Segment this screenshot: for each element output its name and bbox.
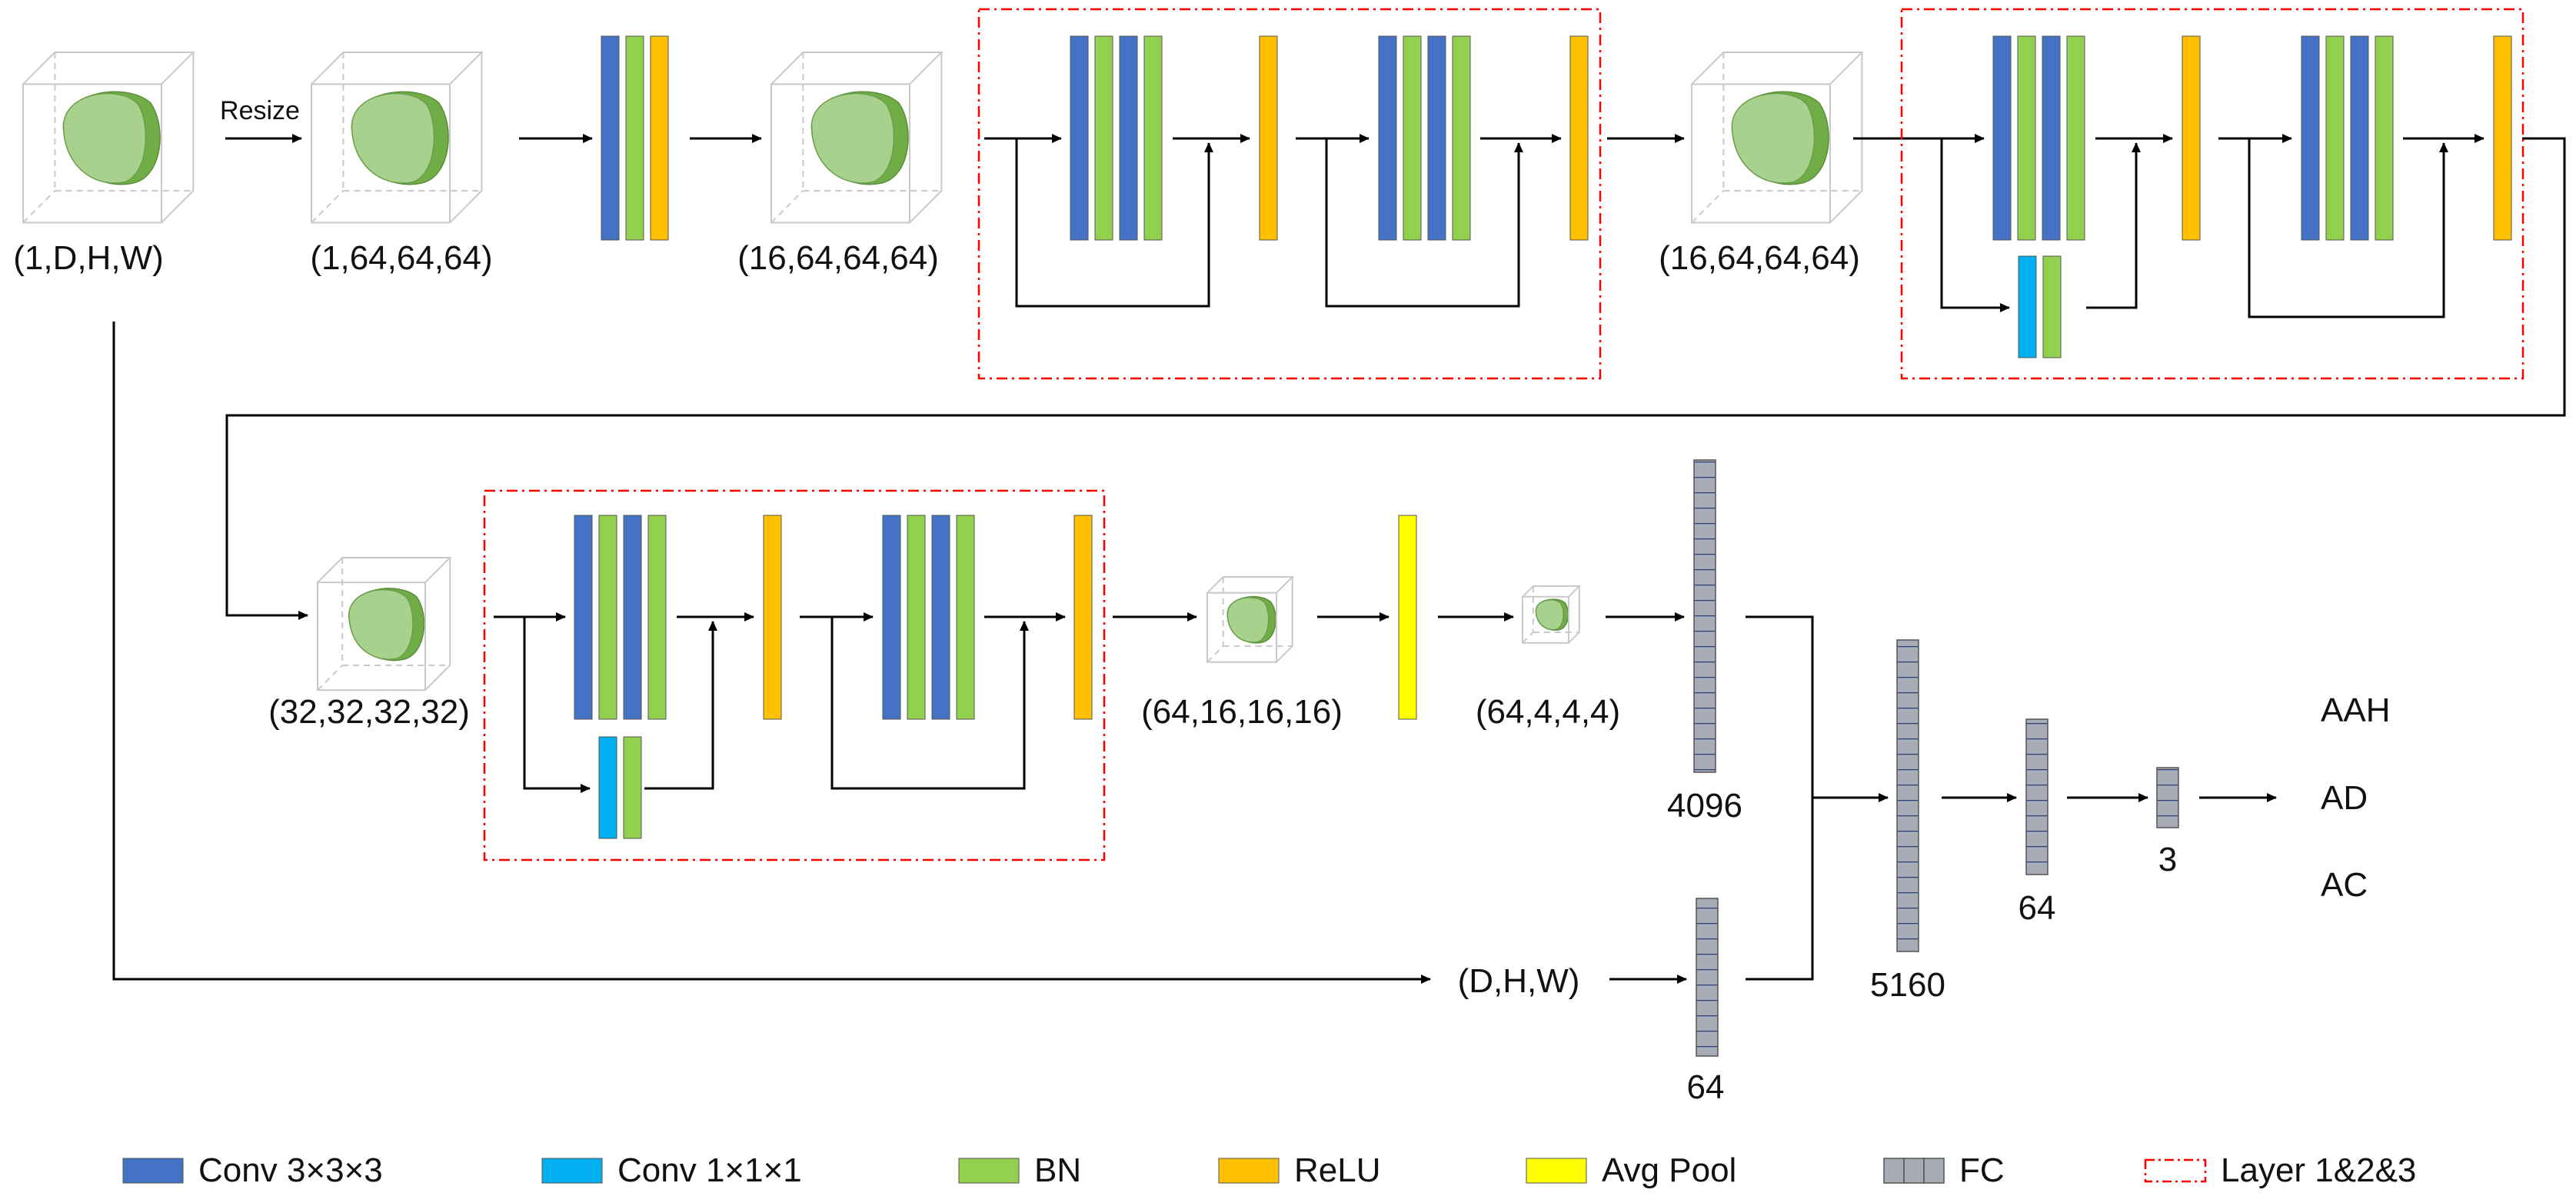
layer1-b-bn-1 [1403,35,1422,241]
legend-swatch-conv1 [541,1158,603,1184]
layer2-a-bn-3 [2066,35,2085,241]
fc-concat-size-label: 5160 [1870,966,1945,1004]
layer3-a-conv3x3x3-0 [574,515,593,720]
legend-swatch-avgpool [1526,1158,1587,1184]
fc-dims-size-label: 64 [1687,1068,1725,1106]
skip-layer2-a-conv1 [1940,138,2010,312]
layer3-output-shape-label: (64,16,16,16) [1141,693,1343,731]
layer1-b-relu [1569,35,1589,241]
layer2-shortcut-conv1x1x1-0 [2018,255,2037,358]
legend-item-conv3-label: Conv 3×3×3 [198,1151,383,1189]
layer3-shortcut-conv1x1x1-0 [598,736,617,839]
legend-swatch-fc-0 [1883,1158,1905,1184]
layer3-b-relu [1073,515,1093,720]
stem-bn-1 [625,35,644,241]
fc-output-3 [2156,767,2179,828]
fc-flatten-size-label: 4096 [1667,787,1742,825]
layer1-output-shape-label: (16,64,64,64) [1659,239,1860,277]
fc-hidden-64 [2025,718,2048,875]
layer1-a-bn-1 [1094,35,1113,241]
layer3-output-cube [1206,576,1295,663]
legend-swatch-fc-2 [1923,1158,1945,1184]
input-shape-label: (1,D,H,W) [13,239,164,277]
input-volume-cube [22,52,195,224]
legend-swatch-conv3 [122,1158,184,1184]
layer3-b-conv3x3x3-0 [882,515,901,720]
layer2-a-conv3x3x3-2 [2042,35,2061,241]
layer1-b-conv3x3x3-2 [1427,35,1446,241]
layer2-box [1900,8,2524,380]
layer3-b-bn-1 [907,515,926,720]
output-class-ac: AC [2321,866,2368,904]
layer3-box [483,489,1106,861]
legend-item-conv1-label: Conv 1×1×1 [617,1151,802,1189]
layer1-box [977,8,1602,380]
skip-layer2-a-out [2086,142,2141,309]
legend-item-layer_box-label: Layer 1&2&3 [2221,1151,2416,1189]
skip-layer1-a [1015,138,1213,308]
layer2-shortcut-bn-1 [2042,255,2062,358]
stem-conv3x3x3-0 [601,35,620,241]
layer2-b-conv3x3x3-0 [2301,35,2320,241]
stem-output-cube [770,52,944,224]
resize-label: Resize [220,96,300,125]
layer1-b-conv3x3x3-0 [1378,35,1397,241]
skip-layer3-a-out [644,621,717,790]
layer3-a-bn-1 [598,515,617,720]
dims-label: (D,H,W) [1458,962,1580,1000]
layer3-a-conv3x3x3-2 [623,515,642,720]
output-class-ad: AD [2321,779,2368,817]
layer2-b-bn-1 [2325,35,2345,241]
layer3-shortcut-bn-1 [623,736,642,839]
pool-output-cube [1522,585,1582,644]
stem-output-shape-label: (16,64,64,64) [737,239,939,277]
layer3-a-relu [763,515,782,720]
legend-swatch-fc-1 [1903,1158,1925,1184]
fc-concat-5160 [1896,639,1919,952]
layer2-a-bn-1 [2017,35,2036,241]
arrow-input-dims [112,322,1431,984]
legend-swatch-relu [1218,1158,1280,1184]
layer1-a-conv3x3x3-0 [1070,35,1089,241]
legend-swatch-layer-box [2144,1158,2207,1183]
resized-shape-label: (1,64,64,64) [310,239,492,277]
legend-item-relu-label: ReLU [1294,1151,1381,1189]
fc-dims-64 [1696,898,1719,1057]
layer1-b-bn-3 [1452,35,1471,241]
skip-layer2-b [2248,138,2448,318]
stem-relu-2 [650,35,669,241]
layer2-a-relu [2182,35,2201,241]
layer2-b-relu [2493,35,2512,241]
merge-fc-lines [1746,615,1814,981]
fc-hidden-size-label: 64 [2019,889,2056,927]
layer3-b-bn-3 [956,515,975,720]
legend-swatch-bn [958,1158,1020,1184]
skip-layer3-b [830,617,1029,790]
pool-output-shape-label: (64,4,4,4) [1476,693,1620,731]
layer3-b-conv3x3x3-2 [931,515,950,720]
resized-volume-cube [311,52,484,224]
legend-item-bn-label: BN [1034,1151,1081,1189]
layer3-a-bn-3 [647,515,667,720]
layer1-a-bn-3 [1143,35,1163,241]
layer1-a-relu [1259,35,1278,241]
layer2-output-cube [317,557,452,691]
layer2-output-shape-label: (32,32,32,32) [268,693,470,731]
fc-output-size-label: 3 [2158,841,2177,878]
skip-layer1-b [1325,138,1523,308]
layer2-a-conv3x3x3-0 [1992,35,2012,241]
layer1-output-cube [1691,52,1864,224]
fc-flatten-4096 [1693,459,1716,773]
skip-layer3-a-conv1 [523,617,591,793]
legend-item-avgpool-label: Avg Pool [1602,1151,1736,1189]
layer2-b-bn-3 [2375,35,2394,241]
legend-item-fc-label: FC [1959,1151,2005,1189]
output-class-aah: AAH [2321,691,2390,729]
wrap-to-row2 [225,137,2566,620]
layer1-a-conv3x3x3-2 [1119,35,1138,241]
layer2-b-conv3x3x3-2 [2350,35,2369,241]
avg-pool-block [1398,515,1417,720]
